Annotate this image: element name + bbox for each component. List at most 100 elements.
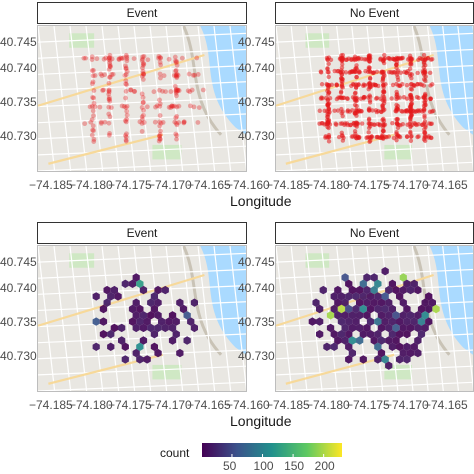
data-point — [325, 69, 330, 75]
data-point — [173, 68, 179, 74]
hex-bin — [158, 317, 166, 326]
hex-bin — [396, 330, 404, 339]
data-point — [157, 97, 162, 103]
data-point — [89, 117, 95, 122]
data-point — [394, 59, 400, 65]
y-tick-label: 40.745 — [0, 255, 37, 269]
data-point — [172, 103, 177, 109]
hex-bin — [326, 323, 335, 333]
hex-bin — [154, 323, 162, 333]
data-point — [366, 117, 372, 122]
data-point — [157, 103, 163, 109]
data-point — [339, 106, 344, 112]
park — [384, 144, 412, 160]
data-point — [144, 104, 150, 110]
hex-bin — [414, 336, 422, 345]
hex-bin — [128, 304, 137, 314]
legend-tick-label: 100 — [253, 459, 274, 473]
y-tick-label: 40.745 — [0, 35, 37, 49]
data-point — [116, 57, 122, 62]
hex-bin — [121, 355, 129, 364]
hex-bin — [107, 342, 115, 351]
data-point — [428, 96, 433, 102]
data-point — [139, 129, 145, 134]
data-point — [339, 110, 344, 116]
data-point — [137, 119, 143, 125]
data-point — [412, 83, 417, 89]
hex-bin — [118, 336, 126, 345]
data-point — [408, 107, 414, 112]
data-point — [354, 63, 359, 68]
hex-bin — [374, 355, 382, 364]
hex-bin — [110, 323, 118, 333]
x-axis-title: Longitude — [230, 413, 292, 429]
street — [38, 97, 246, 108]
major-road — [38, 273, 205, 327]
data-point — [157, 101, 163, 107]
data-point — [124, 131, 129, 137]
data-point — [176, 88, 182, 93]
data-point — [352, 102, 358, 108]
data-point — [381, 82, 386, 87]
data-point — [91, 88, 97, 93]
data-point — [340, 62, 345, 67]
hex-bin — [319, 285, 327, 295]
data-point — [157, 113, 163, 118]
data-point — [359, 109, 364, 114]
data-point — [422, 115, 427, 120]
hex-bin — [377, 311, 386, 320]
hex-bin — [359, 355, 367, 364]
data-point — [404, 82, 410, 88]
data-point — [415, 134, 420, 140]
data-point — [409, 133, 414, 139]
hex-bin — [341, 298, 349, 307]
hex-bin — [348, 348, 356, 358]
hex-bin — [348, 311, 356, 320]
data-point — [381, 118, 387, 124]
data-point — [431, 108, 436, 114]
hex-bin — [399, 348, 407, 358]
hex-bin — [99, 330, 108, 339]
hex-bin — [359, 279, 367, 288]
data-point — [353, 82, 358, 87]
data-point — [174, 75, 180, 81]
data-point — [345, 108, 351, 113]
hex-bin — [403, 342, 411, 351]
river — [429, 26, 473, 135]
street — [69, 246, 88, 391]
data-point — [324, 55, 330, 61]
data-point — [326, 74, 331, 80]
hex-bin — [399, 311, 407, 320]
data-point — [189, 87, 195, 93]
hex-bin — [421, 311, 429, 320]
data-point — [377, 122, 382, 128]
data-point — [323, 95, 329, 101]
major-road — [276, 53, 434, 107]
hex-bin — [107, 330, 115, 339]
hex-bin — [417, 304, 426, 314]
data-point — [157, 123, 163, 129]
x-axis-title: Longitude — [230, 193, 292, 209]
hex-bin — [150, 342, 158, 351]
data-point — [338, 90, 344, 95]
data-point — [101, 56, 107, 62]
data-point — [367, 68, 373, 74]
data-point — [407, 66, 413, 72]
data-point — [186, 71, 192, 77]
hex-bin — [139, 323, 148, 333]
hex-bin — [374, 279, 382, 288]
data-point — [408, 124, 413, 130]
data-point — [383, 134, 388, 140]
data-point — [98, 71, 104, 77]
data-point — [107, 55, 112, 61]
data-point — [367, 100, 373, 105]
data-point — [367, 75, 373, 81]
data-point — [141, 53, 147, 59]
data-point — [166, 56, 172, 62]
data-point — [423, 103, 428, 108]
data-point — [157, 119, 162, 125]
x-tick-label: −74.170 — [385, 178, 429, 192]
data-point — [413, 122, 418, 127]
data-point — [174, 136, 179, 142]
